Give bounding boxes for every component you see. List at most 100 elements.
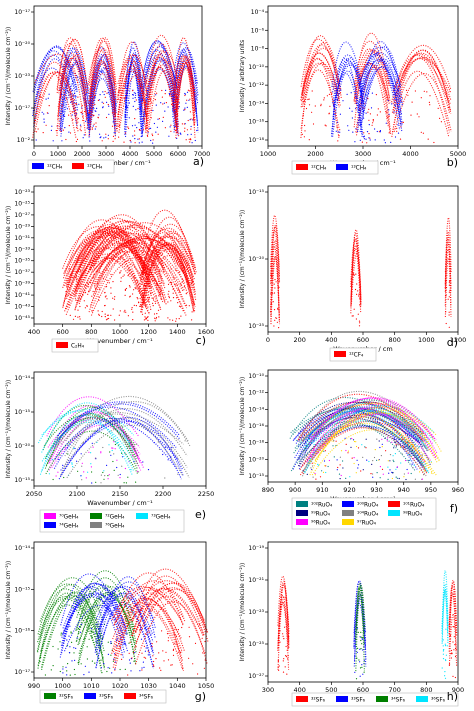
data-point [180,283,182,285]
x-tick-label: 0 [32,150,36,158]
legend-entry: ³²SF₆ [311,697,326,704]
data-point [104,316,106,318]
y-tick-label: 10⁻¹⁵ [248,473,264,480]
data-point [454,655,457,658]
data-point [55,475,57,477]
data-point [78,626,81,628]
data-point [135,288,137,290]
data-point [75,127,78,129]
y-tick-label: 10⁻² [17,137,31,144]
data-point [395,468,397,470]
data-point [51,459,54,461]
data-point [153,279,155,281]
data-point [406,468,408,471]
data-point [308,104,311,106]
data-point [360,636,362,638]
data-point [376,114,378,116]
data-point [162,453,164,456]
data-point [114,124,116,126]
data-point [412,444,415,446]
data-point [376,438,378,440]
data-point [196,129,198,132]
data-point [134,651,136,654]
x-tick-label: 800 [420,686,432,694]
y-tick-label: 10⁻¹⁵ [14,586,30,593]
data-point [351,457,353,459]
data-point [411,445,413,447]
data-point [272,292,274,294]
data-point [147,469,150,471]
data-point [323,450,325,452]
y-tick-label: 10⁻³⁹ [14,281,30,288]
data-point [111,449,113,452]
data-point [132,645,134,648]
data-point [174,284,176,286]
data-point [124,288,126,291]
data-point [192,102,194,104]
data-point [282,635,284,637]
data-point [155,316,158,319]
data-point [340,89,342,91]
data-point [430,472,433,474]
band-arch [79,245,167,301]
band-arch [145,43,179,107]
data-point [126,632,128,634]
data-point [333,105,335,107]
data-point [392,455,394,457]
data-point [125,482,127,484]
band-arch [297,415,423,467]
x-axis-label: Wavenumber / cm⁻¹ [87,337,153,345]
x-tick-label: 6000 [170,150,187,158]
x-tick-label: 4000 [402,150,419,158]
data-point [378,440,380,442]
data-point [110,314,112,316]
data-point [83,638,85,640]
band-arch [306,407,432,466]
data-point [64,127,66,129]
data-point [74,315,76,317]
panel-letter: d) [447,336,458,349]
data-point [141,102,143,104]
data-point [445,654,447,656]
data-point [371,124,373,126]
data-point [360,631,362,634]
data-point [192,663,194,665]
data-point [132,90,134,92]
band-arch [58,54,89,130]
data-point [312,123,315,125]
data-point [173,642,175,644]
data-point [150,117,152,119]
data-point [283,638,285,640]
data-point [371,463,373,465]
band-arch [60,63,91,137]
data-point [114,112,116,115]
data-point [420,131,422,133]
data-point [44,674,47,676]
data-point [152,109,154,112]
y-tick-label: 10⁻¹⁰ [248,373,264,380]
x-axis-label: Wavenumber / cm⁻¹ [85,159,151,167]
band-arch [174,37,195,94]
data-point [278,327,280,329]
data-point [158,270,160,272]
legend: ³²SF₆ ³³SF₆ ³⁴SF₆ ³⁶SF₆ [291,692,459,707]
data-point [356,657,358,659]
data-point [445,322,447,325]
data-point [314,474,316,476]
band-arch [145,34,179,84]
band-arch [302,404,427,441]
band-arch [175,63,196,123]
data-point [39,95,41,97]
legend-swatch [296,696,308,702]
band-arch [353,581,367,647]
y-tick-label: 10⁻²⁷ [248,673,264,680]
data-point [359,675,361,677]
data-point [165,303,167,305]
legend: C₂H₄ [51,338,99,353]
band-arch [305,406,431,448]
data-point [162,650,164,652]
data-point [401,453,403,455]
data-point [68,125,70,127]
data-point [107,104,109,106]
